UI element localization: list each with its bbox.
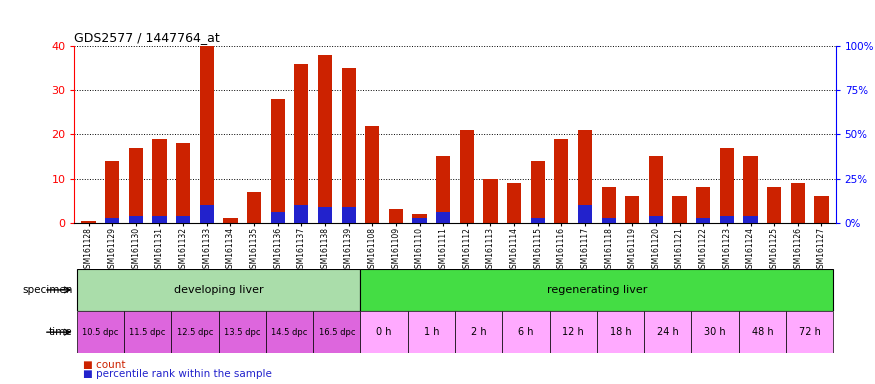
- Bar: [81, 220, 95, 223]
- Bar: [578, 205, 592, 223]
- Bar: [318, 207, 332, 223]
- Bar: [696, 218, 710, 223]
- Text: 72 h: 72 h: [799, 327, 821, 337]
- Text: 2 h: 2 h: [471, 327, 487, 337]
- Bar: [223, 218, 237, 223]
- Text: 18 h: 18 h: [610, 327, 631, 337]
- Bar: [696, 187, 710, 223]
- Bar: [673, 196, 687, 223]
- Text: 14.5 dpc: 14.5 dpc: [271, 328, 308, 337]
- Bar: [602, 218, 616, 223]
- Bar: [744, 216, 758, 223]
- Bar: [105, 218, 119, 223]
- Bar: [360, 269, 833, 311]
- Bar: [626, 196, 640, 223]
- Bar: [105, 161, 119, 223]
- Bar: [124, 311, 172, 353]
- Bar: [152, 139, 166, 223]
- Bar: [341, 207, 356, 223]
- Text: GDS2577 / 1447764_at: GDS2577 / 1447764_at: [74, 31, 220, 44]
- Bar: [219, 311, 266, 353]
- Bar: [720, 216, 734, 223]
- Text: 48 h: 48 h: [752, 327, 774, 337]
- Bar: [691, 311, 738, 353]
- Bar: [507, 183, 522, 223]
- Bar: [176, 143, 190, 223]
- Text: 16.5 dpc: 16.5 dpc: [318, 328, 355, 337]
- Bar: [786, 311, 833, 353]
- Bar: [412, 218, 427, 223]
- Bar: [176, 216, 190, 223]
- Bar: [815, 196, 829, 223]
- Text: 1 h: 1 h: [424, 327, 439, 337]
- Text: 0 h: 0 h: [376, 327, 392, 337]
- Text: 11.5 dpc: 11.5 dpc: [130, 328, 166, 337]
- Bar: [172, 311, 219, 353]
- Text: 10.5 dpc: 10.5 dpc: [82, 328, 119, 337]
- Text: 30 h: 30 h: [704, 327, 726, 337]
- Bar: [200, 46, 214, 223]
- Bar: [738, 311, 786, 353]
- Bar: [412, 214, 427, 223]
- Bar: [294, 205, 308, 223]
- Bar: [483, 179, 498, 223]
- Bar: [597, 311, 644, 353]
- Bar: [360, 311, 408, 353]
- Text: specimen: specimen: [22, 285, 73, 295]
- Bar: [791, 183, 805, 223]
- Bar: [313, 311, 360, 353]
- Text: 6 h: 6 h: [518, 327, 534, 337]
- Bar: [530, 161, 545, 223]
- Bar: [436, 212, 451, 223]
- Bar: [388, 210, 403, 223]
- Text: developing liver: developing liver: [174, 285, 263, 295]
- Bar: [408, 311, 455, 353]
- Bar: [455, 311, 502, 353]
- Text: 24 h: 24 h: [657, 327, 679, 337]
- Bar: [270, 212, 284, 223]
- Bar: [77, 269, 360, 311]
- Bar: [129, 216, 143, 223]
- Bar: [744, 157, 758, 223]
- Bar: [365, 126, 380, 223]
- Bar: [502, 311, 550, 353]
- Bar: [294, 64, 308, 223]
- Bar: [200, 205, 214, 223]
- Bar: [436, 157, 451, 223]
- Bar: [649, 157, 663, 223]
- Bar: [77, 311, 124, 353]
- Bar: [554, 139, 569, 223]
- Bar: [459, 130, 474, 223]
- Bar: [649, 216, 663, 223]
- Bar: [530, 218, 545, 223]
- Text: 12 h: 12 h: [563, 327, 584, 337]
- Bar: [550, 311, 597, 353]
- Bar: [129, 148, 143, 223]
- Bar: [602, 187, 616, 223]
- Bar: [266, 311, 313, 353]
- Bar: [247, 192, 261, 223]
- Text: ■ count: ■ count: [83, 360, 126, 370]
- Text: time: time: [49, 327, 73, 337]
- Text: regenerating liver: regenerating liver: [547, 285, 647, 295]
- Bar: [720, 148, 734, 223]
- Text: 12.5 dpc: 12.5 dpc: [177, 328, 214, 337]
- Bar: [644, 311, 691, 353]
- Bar: [767, 187, 781, 223]
- Text: ■ percentile rank within the sample: ■ percentile rank within the sample: [83, 369, 272, 379]
- Bar: [270, 99, 284, 223]
- Text: 13.5 dpc: 13.5 dpc: [224, 328, 261, 337]
- Bar: [578, 130, 592, 223]
- Bar: [341, 68, 356, 223]
- Bar: [318, 55, 332, 223]
- Bar: [152, 216, 166, 223]
